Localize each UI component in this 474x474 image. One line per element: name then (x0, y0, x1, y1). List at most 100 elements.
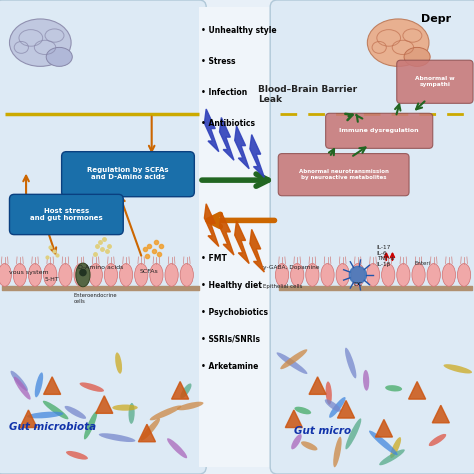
Ellipse shape (276, 352, 308, 374)
FancyBboxPatch shape (9, 194, 123, 235)
Ellipse shape (369, 430, 398, 455)
Ellipse shape (329, 397, 346, 418)
FancyBboxPatch shape (270, 0, 474, 474)
FancyBboxPatch shape (0, 0, 206, 474)
Ellipse shape (150, 264, 163, 286)
Text: • Psychobiotics: • Psychobiotics (201, 308, 268, 317)
Text: Abnormal w
sympathi: Abnormal w sympathi (415, 76, 455, 87)
Text: Gut microbiota: Gut microbiota (9, 421, 97, 432)
Ellipse shape (429, 434, 446, 446)
Bar (199, 7, 277, 467)
FancyBboxPatch shape (278, 154, 409, 196)
FancyBboxPatch shape (62, 152, 194, 197)
Ellipse shape (412, 264, 425, 286)
Text: SCFAs: SCFAs (140, 269, 159, 274)
Ellipse shape (291, 434, 302, 449)
Ellipse shape (346, 419, 361, 449)
Polygon shape (235, 126, 249, 169)
Ellipse shape (457, 264, 471, 286)
Ellipse shape (43, 401, 68, 419)
FancyBboxPatch shape (397, 60, 473, 103)
Ellipse shape (128, 403, 135, 424)
Ellipse shape (294, 407, 311, 414)
Polygon shape (219, 212, 234, 255)
Ellipse shape (382, 264, 395, 286)
Ellipse shape (345, 347, 356, 378)
Text: • SSRIs/SNRIs: • SSRIs/SNRIs (201, 335, 260, 344)
Ellipse shape (325, 399, 341, 412)
Text: Gut micro: Gut micro (294, 426, 351, 437)
Circle shape (349, 266, 366, 283)
Polygon shape (432, 405, 449, 423)
Text: Abnormal neurotransmission
by neuroactive metabolites: Abnormal neurotransmission by neuroactiv… (299, 169, 389, 180)
Polygon shape (172, 382, 189, 399)
Ellipse shape (44, 264, 57, 286)
Ellipse shape (104, 264, 118, 286)
Ellipse shape (28, 264, 42, 286)
Text: Blood–Brain Barrier
Leak: Blood–Brain Barrier Leak (258, 85, 357, 104)
Text: γ-GABA, Dopamine: γ-GABA, Dopamine (263, 265, 319, 270)
Ellipse shape (390, 437, 401, 458)
Polygon shape (375, 419, 392, 437)
Polygon shape (235, 221, 249, 264)
Text: Immune dysregulation: Immune dysregulation (339, 128, 419, 133)
Ellipse shape (301, 441, 318, 450)
Text: DC: DC (353, 282, 363, 287)
Ellipse shape (363, 370, 369, 391)
Text: Epithelial cells: Epithelial cells (263, 284, 302, 289)
Polygon shape (204, 204, 219, 246)
Text: Enteroendocrine
cells: Enteroendocrine cells (73, 293, 117, 304)
Text: Enteri: Enteri (415, 261, 431, 265)
Text: 5-HT: 5-HT (45, 277, 60, 282)
Ellipse shape (27, 411, 64, 419)
Ellipse shape (167, 438, 187, 458)
Ellipse shape (379, 449, 405, 465)
Ellipse shape (326, 382, 332, 405)
Text: Depr: Depr (421, 14, 451, 24)
Ellipse shape (64, 406, 86, 419)
Ellipse shape (89, 264, 102, 286)
Ellipse shape (10, 371, 28, 391)
Polygon shape (285, 410, 302, 428)
Ellipse shape (165, 264, 178, 286)
Polygon shape (44, 377, 61, 394)
Ellipse shape (13, 264, 27, 286)
Text: Regulation by SCFAs
and D-Amino acids: Regulation by SCFAs and D-Amino acids (87, 167, 169, 181)
Ellipse shape (84, 411, 97, 439)
Ellipse shape (177, 401, 203, 410)
Text: • Infection: • Infection (201, 88, 248, 97)
Text: • Stress: • Stress (201, 57, 236, 66)
Ellipse shape (35, 373, 43, 397)
Text: Host stress
and gut hormones: Host stress and gut hormones (30, 208, 103, 221)
Ellipse shape (135, 264, 148, 286)
Circle shape (79, 269, 87, 276)
Ellipse shape (442, 264, 456, 286)
Text: • FMT: • FMT (201, 254, 228, 263)
Ellipse shape (119, 264, 133, 286)
Ellipse shape (0, 264, 11, 286)
Ellipse shape (112, 404, 138, 410)
Text: • Arketamine: • Arketamine (201, 362, 259, 371)
Polygon shape (96, 396, 113, 413)
Text: vous system: vous system (9, 270, 49, 275)
Ellipse shape (180, 383, 191, 399)
Ellipse shape (385, 385, 402, 392)
Ellipse shape (115, 353, 122, 374)
Ellipse shape (366, 264, 380, 286)
Text: D-Amino acids: D-Amino acids (78, 265, 124, 270)
Ellipse shape (306, 264, 319, 286)
Ellipse shape (321, 264, 334, 286)
Polygon shape (219, 118, 234, 160)
Text: • Unhealthy style: • Unhealthy style (201, 27, 277, 35)
Ellipse shape (404, 47, 430, 66)
Ellipse shape (427, 264, 440, 286)
Ellipse shape (180, 264, 193, 286)
Polygon shape (409, 382, 426, 399)
Ellipse shape (14, 377, 31, 400)
Polygon shape (337, 401, 355, 418)
Text: • Antibiotics: • Antibiotics (201, 119, 255, 128)
Ellipse shape (150, 405, 182, 420)
Ellipse shape (74, 264, 87, 286)
Ellipse shape (280, 349, 307, 369)
Ellipse shape (46, 47, 72, 66)
